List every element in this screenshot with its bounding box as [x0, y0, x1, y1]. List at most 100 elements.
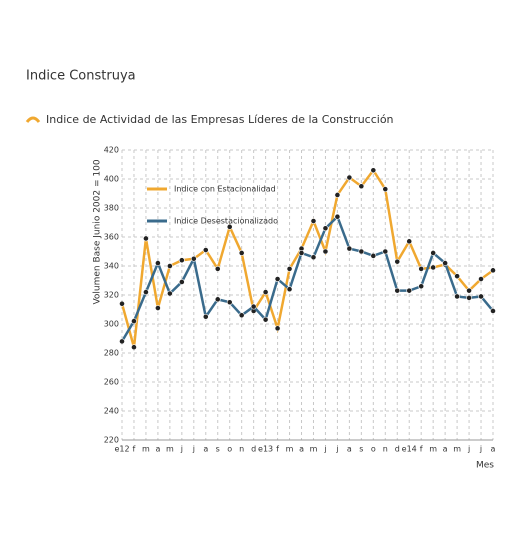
- x-tick-label: s: [359, 445, 363, 454]
- y-tick-label: 320: [104, 291, 119, 300]
- x-tick-label: m: [310, 445, 318, 454]
- data-point: [214, 265, 221, 272]
- x-tick-label: j: [479, 445, 482, 454]
- data-point: [466, 287, 472, 294]
- data-point: [406, 238, 413, 245]
- x-tick-label: m: [286, 445, 294, 454]
- data-point: [442, 260, 449, 266]
- data-point: [394, 287, 401, 294]
- data-point: [358, 248, 365, 255]
- data-point: [418, 265, 425, 272]
- x-axis-label: Mes: [476, 461, 494, 471]
- x-tick-label: a: [491, 445, 496, 454]
- data-point: [370, 252, 377, 259]
- data-point: [178, 279, 185, 285]
- data-point: [119, 338, 125, 345]
- data-point: [490, 267, 496, 274]
- data-point: [466, 294, 472, 301]
- data-point: [382, 248, 389, 255]
- data-point: [454, 293, 460, 300]
- data-point: [238, 250, 245, 256]
- data-point: [490, 308, 496, 314]
- chart-subtitle: Indice de Actividad de las Empresas Líde…: [46, 113, 394, 126]
- x-tick-label: f: [133, 445, 136, 454]
- x-tick-label: e14: [402, 445, 417, 454]
- data-point: [406, 287, 413, 294]
- y-tick-label: 340: [104, 262, 119, 271]
- y-tick-label: 400: [104, 175, 119, 184]
- data-point: [478, 276, 484, 282]
- x-tick-label: m: [142, 445, 150, 454]
- data-point: [262, 289, 269, 295]
- data-point: [418, 283, 425, 290]
- data-point: [166, 263, 173, 269]
- y-tick-label: 260: [104, 378, 119, 387]
- data-point: [166, 290, 173, 297]
- y-tick-label: 240: [104, 407, 119, 416]
- x-tick-label: e13: [258, 445, 273, 454]
- data-point: [454, 273, 460, 280]
- x-tick-label: f: [420, 445, 423, 454]
- data-point: [143, 235, 149, 242]
- x-tick-label: s: [216, 445, 220, 454]
- data-point: [178, 257, 185, 264]
- x-tick-label: j: [323, 445, 326, 454]
- data-point: [202, 247, 209, 253]
- x-tick-label: m: [429, 445, 437, 454]
- data-point: [310, 218, 317, 224]
- x-tick-label: j: [192, 445, 195, 454]
- x-tick-label: a: [443, 445, 448, 454]
- x-tick-label: j: [335, 445, 338, 454]
- subtitle-icon: [25, 116, 41, 123]
- legend-label: Indice Desestacionalizado: [174, 217, 278, 226]
- y-tick-label: 300: [104, 320, 119, 329]
- x-tick-label: n: [383, 445, 388, 454]
- x-tick-label: e12: [114, 445, 129, 454]
- data-point: [250, 303, 257, 310]
- data-point: [226, 223, 233, 230]
- data-point: [478, 293, 484, 300]
- y-tick-label: 220: [104, 436, 119, 445]
- data-point: [202, 313, 209, 320]
- data-point: [226, 299, 233, 306]
- legend-label: Indice con Estacionalidad: [174, 185, 276, 194]
- x-tick-label: a: [299, 445, 304, 454]
- data-point: [119, 300, 125, 307]
- data-point: [322, 225, 329, 232]
- x-tick-label: d: [395, 445, 400, 454]
- data-point: [298, 250, 305, 256]
- data-point: [430, 250, 437, 256]
- chart-title: Indice Construya: [26, 69, 136, 84]
- data-point: [143, 289, 149, 295]
- data-point: [430, 264, 437, 271]
- data-point: [238, 312, 245, 319]
- data-point: [131, 344, 137, 351]
- x-tick-label: o: [227, 445, 232, 454]
- x-tick-label: n: [239, 445, 244, 454]
- data-point: [322, 248, 329, 255]
- data-point: [286, 286, 293, 293]
- data-point: [262, 316, 269, 323]
- series-line: [120, 214, 494, 343]
- data-point: [131, 318, 137, 324]
- data-point: [214, 296, 221, 303]
- data-point: [346, 174, 353, 181]
- data-point: [346, 245, 353, 252]
- x-tick-label: a: [203, 445, 208, 454]
- x-tick-label: m: [453, 445, 461, 454]
- y-tick-label: 280: [104, 349, 119, 358]
- x-tick-label: j: [180, 445, 183, 454]
- y-axis-label: Volumen Base Junio 2002 = 100: [93, 159, 103, 304]
- x-tick-label: m: [166, 445, 174, 454]
- x-tick-label: o: [371, 445, 376, 454]
- data-point: [310, 254, 317, 261]
- y-tick-label: 420: [104, 146, 119, 155]
- data-point: [286, 265, 293, 272]
- data-point: [155, 305, 161, 311]
- data-point: [155, 260, 161, 266]
- data-point: [382, 186, 389, 193]
- data-point: [274, 276, 281, 282]
- data-point: [334, 213, 341, 220]
- series-line: [120, 168, 494, 348]
